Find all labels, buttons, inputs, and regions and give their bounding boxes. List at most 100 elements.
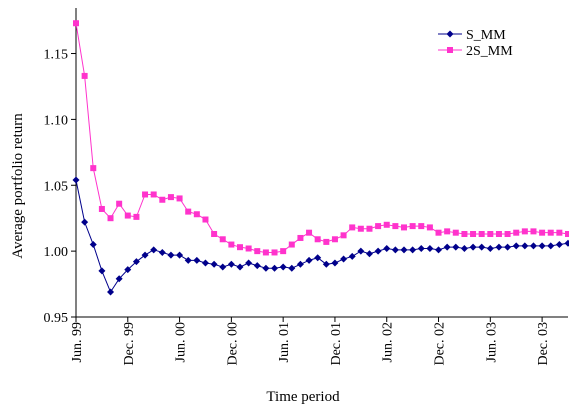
data-point-2s-mm bbox=[219, 236, 226, 243]
x-tick-label: Jun. 02 bbox=[381, 322, 396, 362]
data-point-s-mm bbox=[314, 254, 322, 262]
data-point-2s-mm bbox=[375, 223, 382, 230]
data-point-2s-mm bbox=[401, 224, 407, 231]
data-point-s-mm bbox=[89, 241, 97, 249]
data-point-2s-mm bbox=[487, 231, 494, 238]
data-point-s-mm bbox=[555, 241, 563, 249]
data-point-2s-mm bbox=[461, 231, 468, 238]
data-point-s-mm bbox=[141, 251, 149, 259]
data-point-2s-mm bbox=[297, 234, 304, 241]
data-point-s-mm bbox=[124, 266, 132, 274]
data-point-2s-mm bbox=[237, 244, 243, 251]
data-point-2s-mm bbox=[90, 165, 97, 172]
y-tick-label: 1.05 bbox=[44, 179, 69, 194]
data-point-s-mm bbox=[288, 264, 296, 272]
data-point-2s-mm bbox=[142, 191, 149, 198]
data-point-2s-mm bbox=[383, 221, 390, 228]
data-point-2s-mm bbox=[245, 245, 252, 252]
data-point-s-mm bbox=[210, 260, 218, 268]
data-point-2s-mm bbox=[452, 229, 459, 236]
y-axis-ticks: 0.95 1.00 1.05 1.10 1.15 bbox=[44, 48, 76, 326]
legend-label: S_MM bbox=[466, 28, 506, 43]
data-point-s-mm bbox=[486, 244, 494, 252]
data-point-2s-mm bbox=[478, 231, 485, 238]
data-point-2s-mm bbox=[81, 72, 88, 79]
data-point-s-mm bbox=[538, 242, 546, 250]
data-point-2s-mm bbox=[262, 249, 269, 256]
data-point-2s-mm bbox=[331, 236, 338, 243]
data-point-2s-mm bbox=[418, 223, 425, 230]
data-point-2s-mm bbox=[228, 241, 235, 248]
data-point-s-mm bbox=[132, 258, 140, 266]
data-point-s-mm bbox=[443, 243, 451, 251]
plot-area: 0.951.001.051.101.15 Jun. 99 Dec. 99 Jun. … bbox=[44, 8, 569, 366]
data-point-s-mm bbox=[374, 247, 382, 255]
data-point-2s-mm bbox=[547, 229, 554, 236]
data-point-2s-mm bbox=[306, 229, 313, 236]
data-point-2s-mm bbox=[392, 223, 399, 230]
y-axis-title: Average portfolio return bbox=[10, 113, 26, 259]
series-layer bbox=[72, 20, 569, 296]
data-point-s-mm bbox=[305, 256, 313, 264]
data-point-s-mm bbox=[115, 275, 123, 283]
x-tick-label: Dec. 02 bbox=[433, 322, 448, 366]
data-point-s-mm bbox=[512, 242, 520, 250]
series-line-2s-mm bbox=[75, 23, 569, 253]
data-point-s-mm bbox=[184, 256, 192, 264]
data-point-s-mm bbox=[504, 243, 512, 251]
x-tick-label: Jun. 00 bbox=[174, 322, 189, 362]
data-point-s-mm bbox=[296, 260, 304, 268]
x-tick-label: Jun. 01 bbox=[277, 322, 292, 362]
data-point-s-mm bbox=[167, 251, 175, 259]
data-point-s-mm bbox=[400, 246, 408, 254]
data-point-s-mm bbox=[227, 260, 235, 268]
data-point-2s-mm bbox=[513, 229, 520, 236]
series-s-mm bbox=[72, 176, 569, 296]
x-tick-label: Jun. 03 bbox=[484, 322, 499, 362]
data-point-s-mm bbox=[72, 176, 80, 184]
data-point-2s-mm bbox=[340, 232, 347, 239]
data-point-s-mm bbox=[452, 243, 460, 251]
data-point-2s-mm bbox=[124, 212, 131, 219]
data-point-2s-mm bbox=[556, 229, 563, 236]
data-point-2s-mm bbox=[288, 241, 295, 248]
data-point-s-mm bbox=[478, 243, 486, 251]
data-point-2s-mm bbox=[211, 231, 218, 238]
data-point-2s-mm bbox=[271, 249, 278, 256]
data-point-s-mm bbox=[383, 244, 391, 252]
data-point-2s-mm bbox=[314, 236, 321, 243]
data-point-s-mm bbox=[365, 250, 373, 258]
y-tick-label: 1.10 bbox=[44, 113, 69, 128]
data-point-s-mm bbox=[426, 244, 434, 252]
data-point-2s-mm bbox=[280, 248, 287, 255]
x-tick-label: Dec. 03 bbox=[536, 322, 551, 366]
data-point-2s-mm bbox=[444, 228, 451, 235]
data-point-2s-mm bbox=[323, 238, 330, 245]
data-point-s-mm bbox=[529, 242, 537, 250]
y-tick-label: 0.95 bbox=[44, 311, 69, 326]
data-point-2s-mm bbox=[133, 213, 140, 220]
x-tick-label: Jun. 99 bbox=[70, 322, 85, 362]
data-point-2s-mm bbox=[470, 231, 477, 238]
data-point-s-mm bbox=[158, 248, 166, 256]
data-point-s-mm bbox=[193, 256, 201, 264]
data-point-2s-mm bbox=[504, 231, 511, 238]
data-point-s-mm bbox=[322, 260, 330, 268]
y-tick-label: 1.15 bbox=[44, 48, 69, 63]
legend-marker bbox=[447, 47, 453, 53]
data-point-s-mm bbox=[81, 218, 89, 226]
data-point-2s-mm bbox=[98, 205, 105, 212]
data-point-2s-mm bbox=[254, 248, 261, 255]
data-point-2s-mm bbox=[539, 229, 546, 236]
data-point-s-mm bbox=[150, 246, 158, 254]
data-point-2s-mm bbox=[73, 20, 79, 27]
data-point-2s-mm bbox=[202, 216, 209, 223]
data-point-2s-mm bbox=[435, 229, 442, 236]
data-point-2s-mm bbox=[185, 208, 192, 215]
data-point-s-mm bbox=[460, 244, 468, 252]
data-point-2s-mm bbox=[426, 224, 433, 231]
x-tick-label: Dec. 00 bbox=[225, 322, 240, 366]
data-point-s-mm bbox=[435, 246, 443, 254]
